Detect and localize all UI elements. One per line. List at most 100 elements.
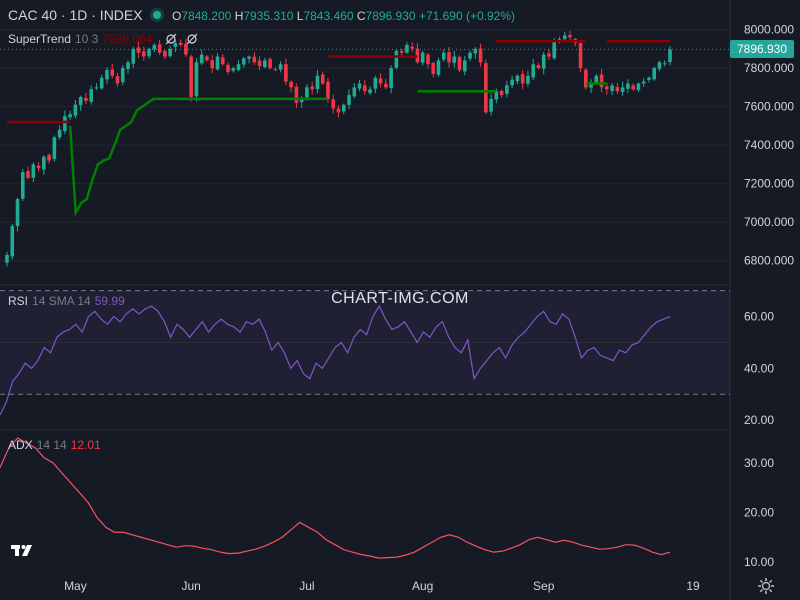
- adx-line: [0, 437, 671, 559]
- adx-params: 14 14: [36, 438, 67, 452]
- candle-body: [420, 52, 425, 63]
- candle-body: [289, 81, 293, 88]
- candle-body: [115, 76, 120, 84]
- supertrend-legend[interactable]: SuperTrend 10 3 7936.064: [8, 32, 199, 46]
- candle-body: [231, 68, 236, 71]
- candle-body: [615, 87, 620, 92]
- candle-body: [447, 52, 451, 63]
- candle-body: [89, 89, 93, 102]
- open-label: O: [171, 9, 182, 23]
- candle-body: [610, 85, 614, 92]
- candle-body: [194, 62, 199, 97]
- supertrend-params: 10 3: [74, 32, 99, 46]
- candle-body: [468, 52, 472, 59]
- change-value: +71.690 (+0.92%): [418, 9, 516, 23]
- candle-body: [384, 83, 388, 88]
- tradingview-logo-icon[interactable]: [8, 538, 38, 562]
- open-value: 7848.200: [181, 9, 232, 23]
- candle-body: [226, 64, 230, 72]
- candle-body: [136, 47, 141, 53]
- candle-body: [515, 75, 520, 82]
- supertrend-value: 7936.064: [102, 32, 153, 46]
- candle-body: [247, 56, 251, 59]
- candle-body: [142, 51, 146, 57]
- time-axis-label: Jul: [299, 579, 314, 593]
- supertrend-label: SuperTrend: [8, 32, 71, 46]
- candle-body: [541, 54, 546, 69]
- candle-body: [5, 254, 9, 263]
- candle-body: [252, 56, 257, 63]
- symbol-title[interactable]: CAC 40 · 1D · INDEX: [8, 7, 143, 23]
- candle-body: [36, 165, 41, 169]
- candle-body: [462, 60, 467, 72]
- price-tick-label: 7800.000: [744, 61, 794, 75]
- adx-label: ADX: [8, 438, 33, 452]
- chart-header: CAC 40 · 1D · INDEX O7848.200 H7935.310 …: [8, 7, 515, 23]
- market-open-dot-icon: [152, 11, 161, 19]
- rsi-tick-label: 20.00: [744, 413, 774, 427]
- candle-body: [210, 60, 215, 69]
- rsi-value: 59.99: [94, 294, 125, 308]
- gear-icon[interactable]: [757, 577, 775, 595]
- candle-body: [626, 83, 630, 89]
- adx-legend[interactable]: ADX 14 14 12.01: [8, 438, 105, 452]
- candle-body: [57, 129, 62, 138]
- candle-body: [20, 172, 25, 199]
- candle-body: [394, 50, 399, 68]
- candle-body: [126, 62, 130, 69]
- rsi-tick-label: 60.00: [744, 310, 774, 324]
- rsi-tick-label: 40.00: [744, 361, 774, 375]
- low-label: L: [296, 9, 304, 23]
- candle-body: [294, 86, 299, 103]
- price-tick-label: 7200.000: [744, 177, 794, 191]
- candle-body: [668, 49, 672, 63]
- rsi-legend[interactable]: RSI 14 SMA 14 59.99: [8, 294, 129, 308]
- rsi-line: [0, 304, 671, 416]
- candle-body: [178, 42, 183, 45]
- candle-body: [531, 64, 535, 78]
- candle-body: [131, 48, 136, 64]
- candle-body: [99, 77, 104, 89]
- candle-body: [363, 85, 367, 92]
- candle-body: [378, 78, 383, 84]
- candle-body: [205, 56, 209, 61]
- candle-body: [284, 64, 288, 82]
- candle-body: [68, 114, 72, 118]
- candle-body: [15, 199, 20, 227]
- candle-body: [584, 69, 588, 88]
- candle-body: [320, 74, 325, 84]
- candle-body: [647, 77, 651, 80]
- price-tick-label: 7400.000: [744, 138, 794, 152]
- eye-off-icon[interactable]: [185, 32, 199, 46]
- candle-body: [547, 53, 551, 57]
- candle-body: [489, 98, 493, 112]
- eye-off-icon[interactable]: [164, 32, 178, 46]
- candle-body: [578, 43, 583, 69]
- candle-body: [268, 58, 272, 69]
- candle-body: [26, 171, 30, 178]
- candle-body: [10, 226, 15, 257]
- candle-body: [184, 43, 188, 55]
- candle-body: [441, 52, 446, 60]
- rsi-params: 14 SMA 14: [32, 294, 91, 308]
- high-label: H: [234, 9, 244, 23]
- candle-body: [657, 62, 662, 69]
- time-axis-label: Aug: [412, 579, 433, 593]
- candle-body: [94, 87, 99, 89]
- candle-body: [310, 86, 314, 90]
- candle-body: [478, 48, 483, 63]
- adx-value: 12.01: [70, 438, 101, 452]
- price-tick-label: 6800.000: [744, 254, 794, 268]
- candle-body: [73, 104, 78, 116]
- time-axis-label: Sep: [533, 579, 555, 593]
- candle-body: [562, 35, 567, 40]
- candle-body: [636, 83, 641, 90]
- candle-body: [605, 86, 609, 90]
- candle-body: [157, 44, 162, 53]
- candle-body: [189, 56, 193, 97]
- candle-body: [341, 104, 346, 112]
- candle-body: [105, 70, 109, 80]
- candle-body: [568, 35, 572, 38]
- candle-body: [652, 68, 657, 80]
